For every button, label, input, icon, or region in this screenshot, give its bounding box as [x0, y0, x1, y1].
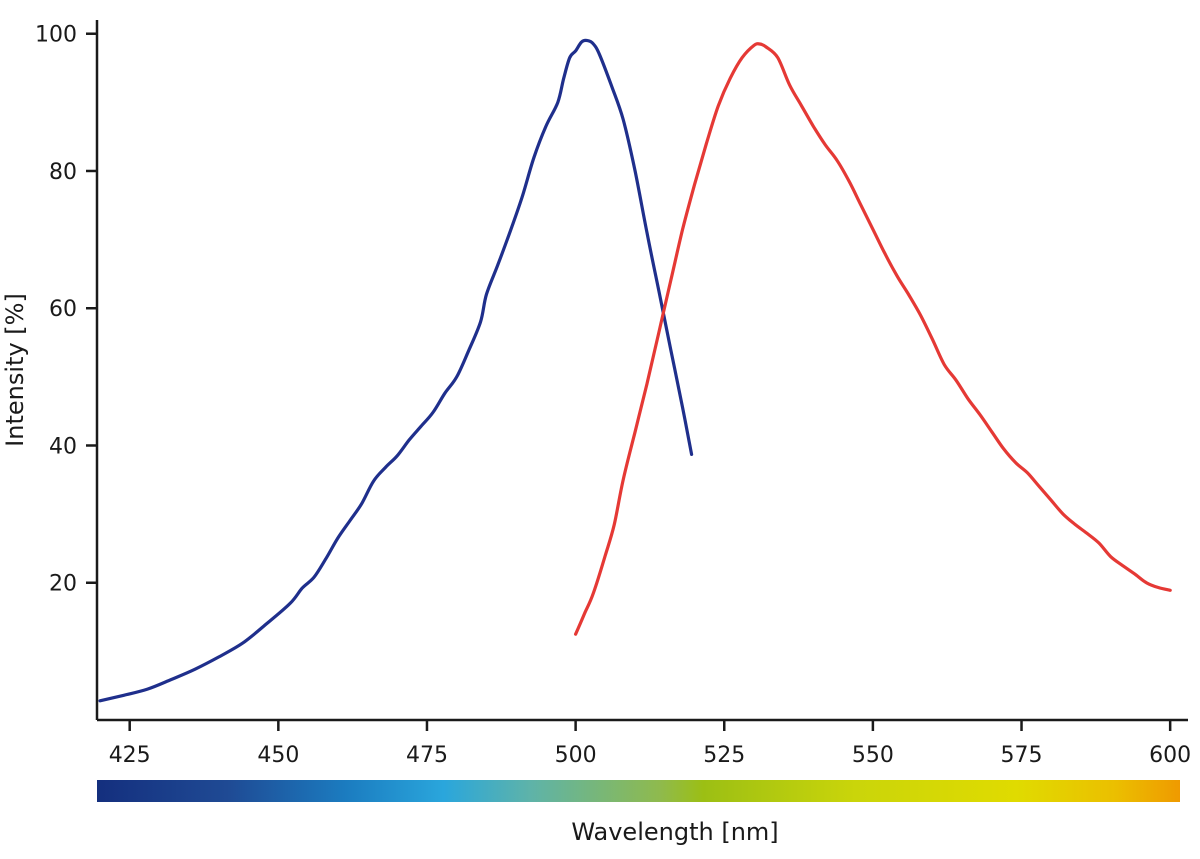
y-axis-label: Intensity [%] [1, 293, 29, 447]
series-line-red [574, 42, 1172, 636]
x-tick-label: 550 [852, 743, 894, 768]
x-tick-label: 450 [257, 743, 299, 768]
x-axis-ticks: 425 450 475 500 525 550 575 600 [109, 720, 1191, 768]
x-tick-label: 575 [1001, 743, 1043, 768]
y-axis-ticks: 20 40 60 80 100 [35, 23, 97, 597]
y-tick-label: 80 [49, 160, 77, 185]
x-tick-label: 500 [555, 743, 597, 768]
series-line-blue [98, 38, 694, 703]
series-layer [98, 38, 1172, 703]
x-tick-label: 425 [109, 743, 151, 768]
x-tick-label: 600 [1149, 743, 1191, 768]
x-tick-label: 475 [406, 743, 448, 768]
y-tick-label: 100 [35, 23, 77, 48]
x-axis-label: Wavelength [nm] [571, 818, 778, 846]
y-tick-label: 60 [49, 297, 77, 322]
y-tick-label: 20 [49, 572, 77, 597]
wavelength-spectrum-bar [97, 780, 1180, 802]
y-tick-label: 40 [49, 434, 77, 459]
x-tick-label: 525 [703, 743, 745, 768]
